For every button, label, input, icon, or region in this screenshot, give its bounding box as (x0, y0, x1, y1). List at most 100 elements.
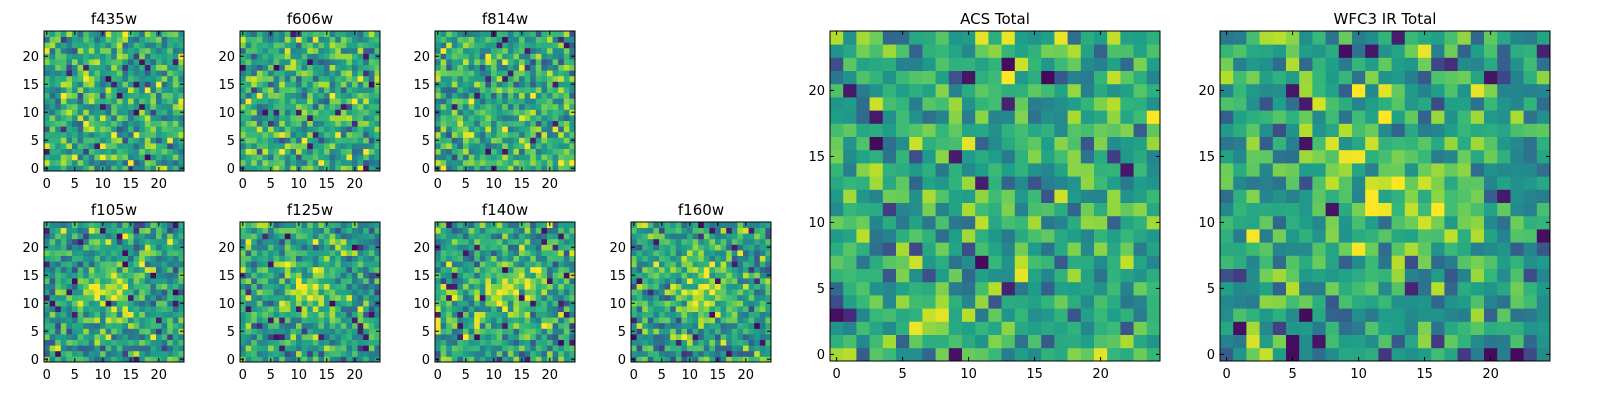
heatmap-cell (485, 328, 492, 335)
heatmap-cell (83, 53, 90, 60)
heatmap-cell (922, 308, 936, 322)
heatmap-cell (479, 334, 486, 340)
heatmap-cell (49, 126, 56, 133)
heatmap-cell (1146, 255, 1161, 269)
heatmap-cell (335, 328, 342, 335)
heatmap-cell (122, 306, 129, 312)
heatmap-cell (72, 238, 78, 245)
heatmap-cell (709, 283, 716, 290)
heatmap-cell (144, 334, 151, 340)
heatmap-cell (122, 294, 129, 301)
heatmap-cell (77, 283, 84, 290)
heatmap-cell (1054, 215, 1068, 230)
heatmap-cell (307, 42, 314, 49)
heatmap-cell (340, 70, 347, 77)
heatmap-cell (49, 322, 56, 329)
heatmap-cell (743, 278, 749, 284)
x-tick-label: 10 (291, 177, 308, 192)
heatmap-cell (49, 53, 56, 60)
heatmap-cell (301, 272, 308, 279)
heatmap-cell (324, 250, 330, 256)
heatmap-cell (754, 356, 761, 363)
heatmap-cell (754, 272, 761, 279)
heatmap-cell (922, 189, 936, 203)
heatmap-cell (856, 255, 870, 269)
heatmap-cell (100, 131, 106, 138)
heatmap-cell (307, 289, 314, 296)
heatmap-cell (563, 47, 570, 54)
heatmap-cell (363, 154, 370, 161)
heatmap-cell (156, 120, 162, 127)
heatmap-cell (642, 294, 649, 301)
heatmap-cell (681, 328, 688, 335)
heatmap-cell (519, 148, 525, 155)
heatmap-cell (346, 227, 353, 234)
heatmap-cell (843, 215, 857, 230)
heatmap-cell (1094, 242, 1108, 256)
heatmap-cell (1107, 321, 1121, 335)
heatmap-cell (435, 103, 441, 110)
heatmap-cell (144, 64, 151, 71)
heatmap-cell (631, 227, 637, 234)
heatmap-cell (100, 75, 106, 82)
heatmap-cell (440, 109, 447, 116)
heatmap-cell (144, 266, 151, 273)
heatmap-cell (279, 238, 286, 245)
heatmap-cell (172, 92, 179, 99)
heatmap-cell (869, 268, 884, 283)
heatmap-cell (519, 300, 525, 307)
heatmap-cell (374, 131, 381, 138)
heatmap-cell (502, 311, 509, 318)
heatmap-cell (150, 272, 157, 279)
heatmap-cell (547, 227, 553, 234)
heatmap-cell (60, 165, 67, 172)
panel-title: ACS Total (960, 10, 1030, 28)
heatmap-cell (653, 255, 660, 262)
heatmap-cell (468, 154, 475, 161)
heatmap-cell (301, 64, 308, 71)
heatmap-cell (105, 87, 112, 93)
heatmap-cell (513, 339, 520, 346)
heatmap-cell (284, 345, 291, 352)
heatmap-cell (329, 137, 336, 144)
heatmap-cell (502, 120, 509, 127)
heatmap-cell (435, 334, 441, 340)
heatmap-cell (346, 261, 353, 268)
heatmap-cell (374, 154, 381, 161)
heatmap-cell (44, 143, 50, 149)
heatmap-cell (318, 87, 325, 93)
heatmap-cell (312, 36, 319, 43)
heatmap-cell (284, 222, 291, 228)
heatmap-cell (563, 64, 570, 71)
heatmap-cell (675, 306, 682, 312)
heatmap-cell (83, 350, 90, 357)
heatmap-cell (156, 126, 162, 133)
heatmap-cell (111, 42, 118, 49)
heatmap-cell (368, 250, 375, 256)
x-tick-label: 20 (738, 368, 755, 383)
heatmap-cell (346, 334, 353, 340)
heatmap-cell (83, 143, 90, 149)
heatmap-cell (720, 233, 727, 240)
heatmap-cell (279, 31, 286, 37)
heatmap-cell (66, 31, 73, 37)
heatmap-cell (307, 115, 314, 121)
heatmap-cell (748, 261, 755, 268)
heatmap-cell (1133, 334, 1148, 349)
heatmap-cell (374, 255, 381, 262)
heatmap-cell (446, 115, 453, 121)
heatmap-cell (496, 339, 503, 346)
heatmap-cell (698, 328, 705, 335)
heatmap-cell (558, 92, 565, 99)
heatmap-cell (647, 311, 654, 318)
heatmap-cell (659, 250, 665, 256)
heatmap-cell (743, 339, 749, 346)
heatmap-cell (55, 255, 62, 262)
heatmap-cell (1080, 202, 1095, 217)
heatmap-cell (312, 53, 319, 60)
heatmap-cell (251, 47, 258, 54)
heatmap-cell (150, 31, 157, 37)
heatmap-cell (731, 289, 738, 296)
heatmap-cell (374, 345, 381, 352)
heatmap-cell (737, 250, 744, 256)
